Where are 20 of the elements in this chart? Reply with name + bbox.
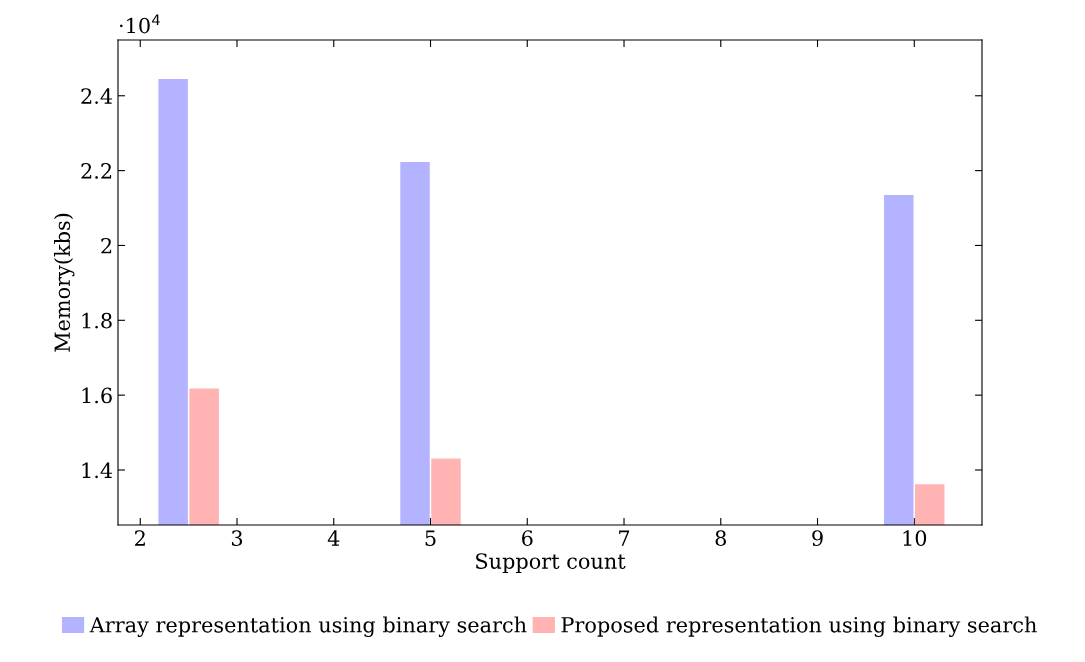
y-tick-label: 1.4	[82, 462, 113, 479]
y-axis-title: Memory(kbs)	[53, 213, 75, 352]
x-tick-label: 7	[619, 530, 630, 546]
x-tick-label: 2	[135, 530, 145, 546]
legend-label: Proposed representation using binary search	[561, 616, 1037, 637]
y-tick-label: 1.6	[82, 387, 112, 404]
x-tick-label: 8	[715, 530, 726, 546]
x-tick-label: 5	[425, 530, 436, 546]
x-tick-label: 9	[812, 530, 823, 546]
x-tick-label: 10	[903, 530, 927, 546]
y-tick-label: 2.4	[81, 88, 113, 104]
y-tick-label: 2	[101, 237, 112, 254]
y-tick-label: 2.2	[81, 163, 112, 179]
x-tick-label: 3	[231, 530, 243, 546]
legend-label: Array representation using binary search	[89, 616, 527, 637]
x-tick-label: 6	[522, 530, 533, 546]
y-tick-label: 1.8	[82, 312, 112, 329]
x-tick-label: 4	[327, 530, 340, 546]
text: ·10$^{4}$	[119, 14, 160, 34]
x-axis-title: Support count	[476, 553, 626, 573]
